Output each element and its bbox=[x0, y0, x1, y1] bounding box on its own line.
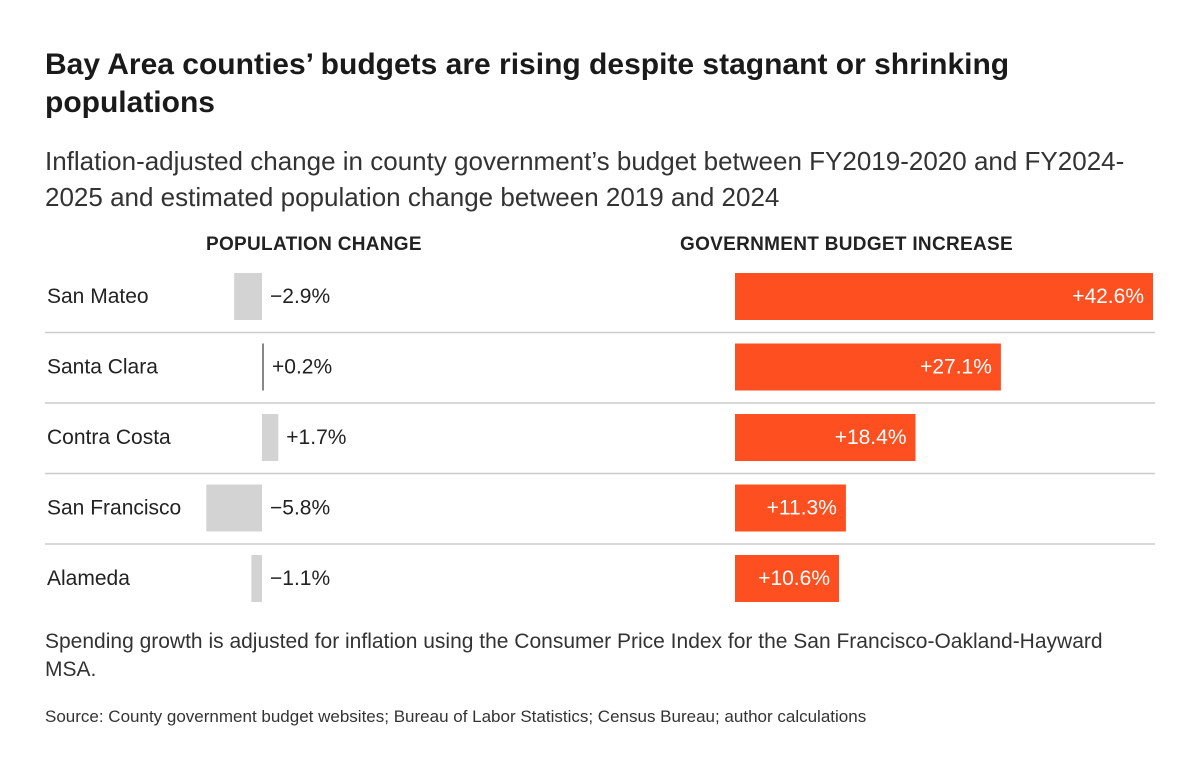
budget-value-label-san-mateo: +42.6% bbox=[1072, 285, 1144, 308]
population-value-label-san-francisco: −5.8% bbox=[270, 497, 330, 520]
budget-bar-contra-costa bbox=[735, 414, 916, 461]
budget-value-label-santa-clara: +27.1% bbox=[920, 356, 992, 379]
population-value-label-santa-clara: +0.2% bbox=[272, 356, 332, 379]
budget-value-label-contra-costa: +18.4% bbox=[835, 426, 907, 449]
chart-note: Spending growth is adjusted for inflatio… bbox=[45, 630, 1103, 681]
population-value-label-san-mateo: −2.9% bbox=[270, 285, 330, 308]
budget-bar-san-francisco bbox=[735, 484, 846, 532]
chart-subtitle: Inflation-adjusted change in county gove… bbox=[45, 146, 1125, 212]
chart-source: Source: County government budget website… bbox=[45, 707, 867, 726]
budget-column-header: GOVERNMENT BUDGET INCREASE bbox=[680, 234, 1013, 255]
budget-value-label-alameda: +10.6% bbox=[758, 567, 830, 590]
budget-bar-san-mateo bbox=[735, 273, 1153, 320]
population-bar-contra-costa bbox=[262, 414, 279, 461]
county-label-santa-clara: Santa Clara bbox=[47, 356, 158, 379]
budget-bar-alameda bbox=[735, 555, 839, 602]
county-label-san-mateo: San Mateo bbox=[47, 285, 149, 308]
population-column-header: POPULATION CHANGE bbox=[206, 234, 422, 255]
chart-title: Bay Area counties’ budgets are rising de… bbox=[45, 48, 1010, 119]
county-label-alameda: Alameda bbox=[47, 567, 130, 590]
budget-value-label-san-francisco: +11.3% bbox=[767, 497, 837, 520]
population-bar-alameda bbox=[251, 555, 262, 602]
county-label-san-francisco: San Francisco bbox=[47, 497, 181, 520]
population-bar-san-mateo bbox=[234, 273, 262, 320]
population-bar-san-francisco bbox=[206, 484, 262, 532]
chart-area: San Mateo −2.9% +42.6% Santa Clara +0.2% +27.… bbox=[45, 273, 1155, 602]
budget-bar-santa-clara bbox=[735, 343, 1001, 391]
county-label-contra-costa: Contra Costa bbox=[47, 426, 171, 449]
population-bar-santa-clara bbox=[262, 343, 264, 391]
population-value-label-contra-costa: +1.7% bbox=[286, 426, 346, 449]
population-value-label-alameda: −1.1% bbox=[270, 567, 330, 590]
